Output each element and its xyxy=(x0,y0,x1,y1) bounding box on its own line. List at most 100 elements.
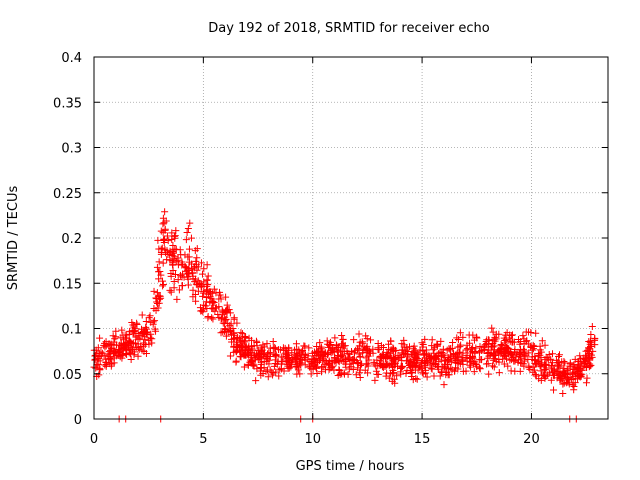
data-point xyxy=(209,315,217,323)
data-point xyxy=(174,276,182,284)
data-points xyxy=(90,208,599,423)
y-tick-label: 0.05 xyxy=(53,368,82,383)
data-point xyxy=(547,376,555,384)
data-point xyxy=(241,350,249,358)
data-point xyxy=(550,386,558,394)
data-point xyxy=(242,343,250,351)
data-point xyxy=(468,347,476,355)
data-point xyxy=(362,332,370,340)
data-point xyxy=(157,248,165,256)
data-point xyxy=(215,295,223,303)
data-point xyxy=(505,334,513,342)
data-point xyxy=(445,345,453,353)
data-point xyxy=(559,380,567,388)
data-point xyxy=(324,349,332,357)
data-point xyxy=(409,345,417,353)
data-point xyxy=(565,380,573,388)
data-point xyxy=(423,373,431,381)
data-point xyxy=(335,358,343,366)
data-point xyxy=(365,347,373,355)
data-point xyxy=(541,366,549,374)
data-point xyxy=(355,330,363,338)
data-point xyxy=(430,372,438,380)
data-point xyxy=(163,232,171,240)
data-point xyxy=(203,293,211,301)
data-point xyxy=(299,347,307,355)
data-point xyxy=(257,364,265,372)
data-point xyxy=(480,346,488,354)
data-point xyxy=(382,372,390,380)
data-point xyxy=(331,334,339,342)
data-point xyxy=(169,259,177,267)
data-point xyxy=(265,349,273,357)
data-point xyxy=(173,295,181,303)
data-point xyxy=(556,351,564,359)
data-point xyxy=(140,327,148,335)
data-point xyxy=(130,323,138,331)
y-tick-label: 0.35 xyxy=(53,96,82,111)
data-point xyxy=(452,364,460,372)
data-point xyxy=(300,342,308,350)
y-axis-label: SRMTID / TECUs xyxy=(6,186,21,291)
data-point xyxy=(576,352,584,360)
data-point xyxy=(382,352,390,360)
data-point xyxy=(432,361,440,369)
data-point xyxy=(332,359,340,367)
data-point xyxy=(372,367,380,375)
data-point xyxy=(446,346,454,354)
data-point xyxy=(571,379,579,387)
data-point xyxy=(490,335,498,343)
data-point xyxy=(335,366,343,374)
data-point xyxy=(509,351,517,359)
data-point xyxy=(578,366,586,374)
data-point xyxy=(489,328,497,336)
data-point xyxy=(292,340,300,348)
data-point xyxy=(259,350,267,358)
data-point xyxy=(420,350,428,358)
data-point xyxy=(385,345,393,353)
data-point xyxy=(250,362,258,370)
data-point xyxy=(383,348,391,356)
data-point xyxy=(527,344,535,352)
data-point xyxy=(586,337,594,345)
data-point xyxy=(182,236,190,244)
data-point xyxy=(577,359,585,367)
data-point xyxy=(400,336,408,344)
data-point xyxy=(449,338,457,346)
data-point xyxy=(198,270,206,278)
data-point xyxy=(412,361,420,369)
data-point xyxy=(421,335,429,343)
data-point xyxy=(248,347,256,355)
data-point xyxy=(197,259,205,267)
data-point xyxy=(316,357,324,365)
data-point xyxy=(217,329,225,337)
data-point xyxy=(374,339,382,347)
data-point xyxy=(209,298,217,306)
data-point xyxy=(502,331,510,339)
data-point xyxy=(516,367,524,375)
data-point xyxy=(94,360,102,368)
data-point xyxy=(329,346,337,354)
data-point xyxy=(148,339,156,347)
data-point xyxy=(569,374,577,382)
data-point xyxy=(542,360,550,368)
data-point xyxy=(237,341,245,349)
data-point xyxy=(310,362,318,370)
data-point xyxy=(470,368,478,376)
data-point xyxy=(252,377,260,385)
x-tick-label: 15 xyxy=(414,432,431,447)
data-point xyxy=(204,272,212,280)
data-point xyxy=(472,333,480,341)
data-point xyxy=(450,349,458,357)
data-point xyxy=(198,307,206,315)
data-point xyxy=(297,355,305,363)
data-point xyxy=(199,308,207,316)
data-point xyxy=(149,318,157,326)
data-point xyxy=(110,359,118,367)
data-point xyxy=(122,350,130,358)
data-point xyxy=(570,386,578,394)
data-point xyxy=(323,337,331,345)
data-point xyxy=(433,340,441,348)
data-point xyxy=(554,362,562,370)
data-point xyxy=(131,339,139,347)
